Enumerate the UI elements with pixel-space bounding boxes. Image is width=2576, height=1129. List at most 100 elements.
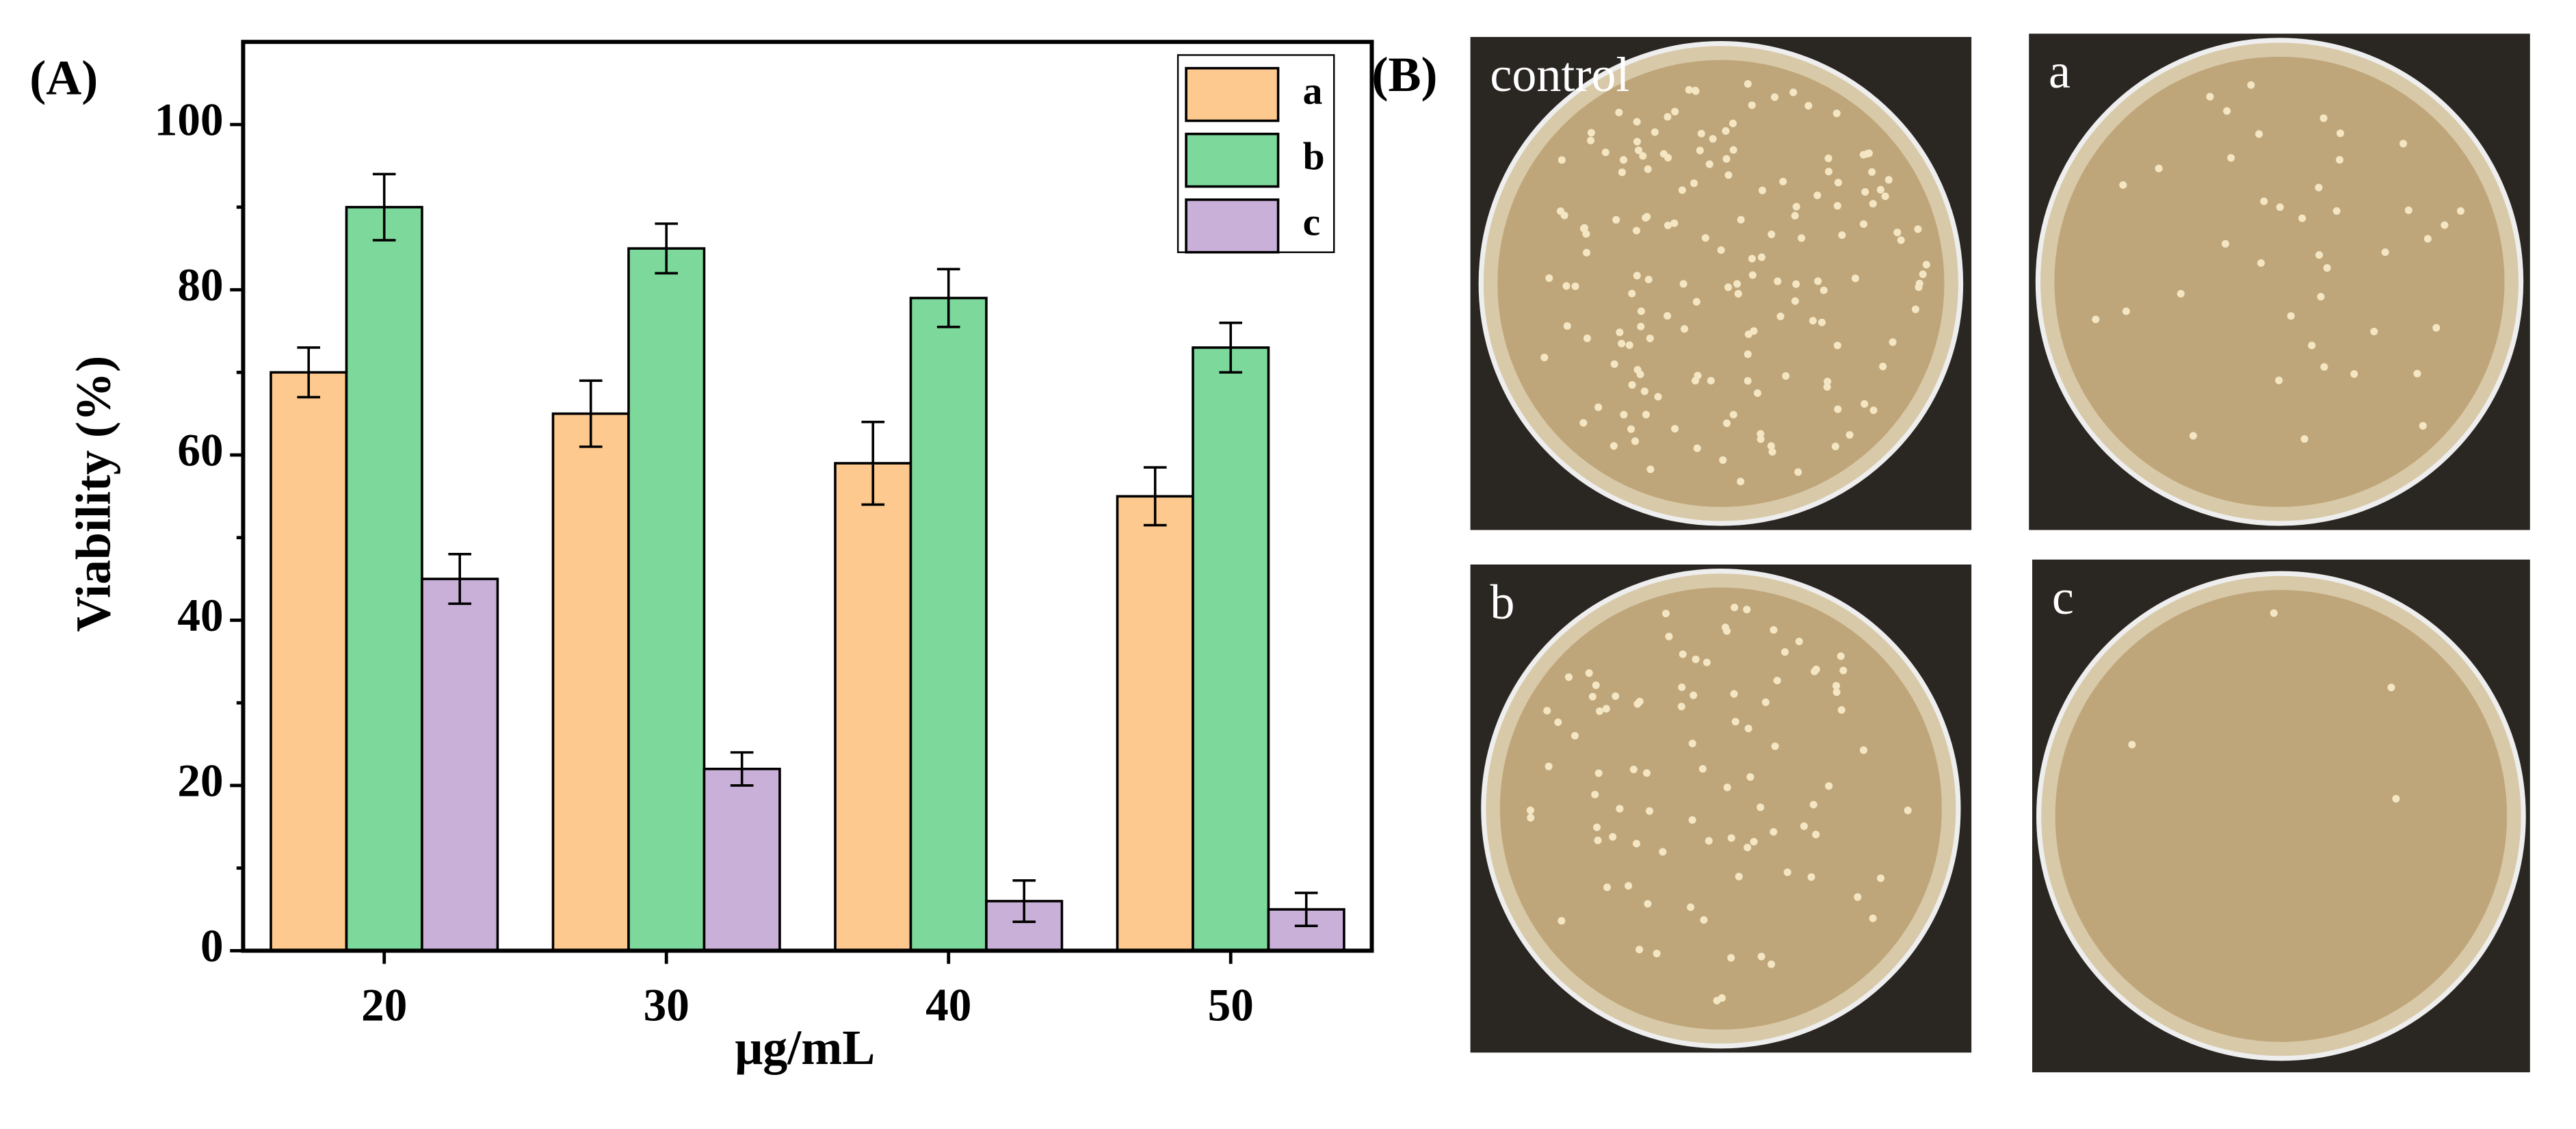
panel-label: (B) [1371, 47, 1437, 102]
colony [1620, 411, 1628, 419]
colony [1558, 917, 1566, 925]
bar [1192, 346, 1270, 952]
colony [1904, 806, 1912, 814]
error-bar [936, 268, 960, 328]
colony [1634, 146, 1642, 155]
colony [2399, 140, 2408, 148]
colony [2257, 259, 2265, 267]
colony [1879, 363, 1887, 371]
colony [1770, 828, 1778, 836]
colony [1731, 604, 1739, 612]
colony [1834, 405, 1842, 413]
colony [1748, 271, 1757, 279]
colony [1627, 425, 1635, 433]
colony [1680, 325, 1689, 333]
colony [1744, 377, 1752, 385]
colony [1701, 234, 1709, 242]
colony [1687, 903, 1695, 911]
colony [1748, 101, 1756, 109]
colony [1705, 837, 1713, 845]
colony [1868, 168, 1876, 176]
colony [2221, 239, 2230, 248]
colony [2370, 327, 2378, 335]
colony [1819, 286, 1828, 294]
colony [1618, 339, 1626, 348]
bar [345, 205, 423, 952]
colony [1721, 623, 1729, 632]
legend-label: a [1303, 69, 1323, 112]
colony [1839, 666, 1848, 675]
colony [1616, 328, 1624, 337]
colony [1609, 442, 1618, 450]
colony [1757, 952, 1765, 961]
colony [2119, 181, 2127, 189]
colony [1554, 718, 1562, 727]
colony [1664, 312, 1672, 320]
colony [1854, 893, 1862, 901]
colony [1809, 317, 1817, 325]
colony [1851, 274, 1859, 283]
bar [909, 296, 988, 952]
colony [1869, 406, 1878, 415]
colony [2177, 289, 2185, 298]
y-tick-label: 100 [155, 94, 224, 145]
colony [1707, 376, 1715, 385]
error-bar [448, 553, 472, 606]
colony [1545, 274, 1553, 283]
colony [1637, 307, 1645, 315]
colony [1724, 283, 1733, 291]
colony [1744, 350, 1752, 359]
colony [1612, 692, 1620, 700]
colony [1562, 282, 1570, 290]
colony [1812, 665, 1820, 673]
colony [1653, 950, 1661, 958]
colony [1884, 176, 1893, 184]
colony [2298, 214, 2306, 222]
colony [1644, 900, 1652, 908]
colony [1770, 626, 1778, 634]
colony [1556, 207, 1565, 216]
colony [1757, 253, 1766, 261]
colony [2287, 312, 2295, 320]
colony [1893, 229, 1902, 237]
colony [1757, 435, 1765, 443]
colony [2300, 435, 2309, 443]
colony [1722, 127, 1730, 135]
plate-agar [2054, 56, 2505, 507]
colony [1594, 403, 1603, 411]
bar [551, 412, 630, 952]
colony [1603, 883, 1612, 892]
bar [627, 247, 706, 952]
colony [1911, 305, 1920, 313]
y-tick-label: 40 [177, 590, 223, 641]
colony [1735, 872, 1743, 881]
colony [1767, 231, 1776, 239]
colony [1731, 718, 1739, 726]
colony [1768, 447, 1776, 456]
colony [1642, 769, 1651, 777]
colony [2308, 341, 2316, 350]
colony [1618, 168, 1626, 177]
colony [2276, 203, 2284, 211]
colony [1631, 437, 1639, 445]
colony [1789, 88, 1798, 96]
colony [1545, 762, 1553, 770]
colony [1876, 185, 1884, 194]
colony [1692, 656, 1700, 664]
colony [1881, 192, 1889, 200]
colony [1700, 916, 1708, 924]
colony [1859, 220, 1867, 229]
colony [1792, 280, 1800, 288]
colony [1717, 246, 1725, 255]
colony [1677, 703, 1685, 711]
x-tick-label: 20 [361, 979, 407, 1030]
colony [2315, 251, 2324, 259]
colony [1833, 341, 1841, 350]
colony [1753, 389, 1761, 398]
colony [1713, 996, 1721, 1004]
y-axis-label: Viability (%) [66, 356, 121, 632]
colony [1644, 275, 1653, 284]
colony [1688, 816, 1696, 824]
colony [1837, 652, 1845, 660]
colony [1773, 677, 1781, 685]
